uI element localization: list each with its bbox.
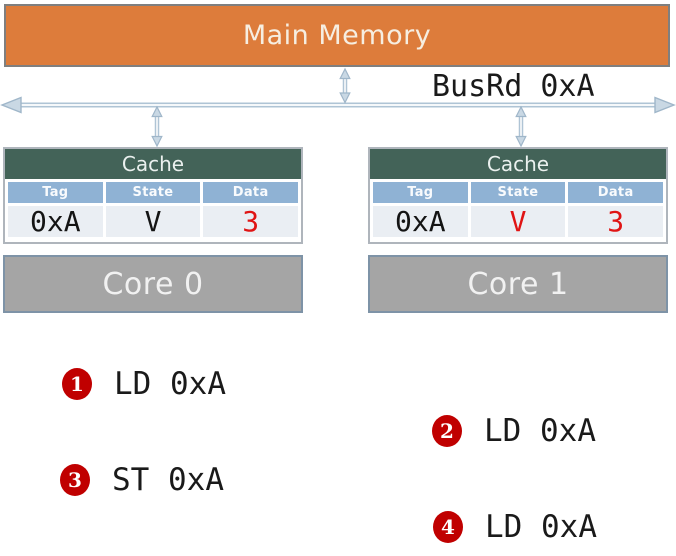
bus-arrow-left-icon	[0, 96, 22, 114]
operation-1-number-badge: 1	[62, 368, 92, 400]
cache1-value-row: 0xA V 3	[370, 205, 666, 240]
operation-2-text: LD 0xA	[484, 413, 596, 449]
operation-3: 3 ST 0xA	[60, 462, 224, 498]
cache0-connector-up-arrow-icon	[151, 105, 163, 118]
operation-1-text: LD 0xA	[114, 366, 226, 402]
cache1-title: Cache	[370, 149, 666, 179]
cache1-col-state: State	[470, 182, 566, 203]
cache0-tag-value: 0xA	[8, 205, 103, 238]
memory-connector-down-arrow-icon	[339, 92, 351, 104]
cache0-table: Cache Tag State Data 0xA V 3	[3, 147, 303, 244]
cache0-state-value: V	[105, 205, 201, 238]
main-memory-label: Main Memory	[242, 20, 432, 51]
bus-arrow-right-icon	[654, 96, 676, 114]
cache1-data-value: 3	[568, 205, 663, 238]
cache0-value-row: 0xA V 3	[5, 205, 301, 240]
core0-label: Core 0	[102, 266, 204, 302]
cache1-connector-down-arrow-icon	[515, 135, 527, 148]
operation-3-text: ST 0xA	[112, 462, 224, 498]
operation-1: 1 LD 0xA	[62, 366, 226, 402]
operation-4: 4 LD 0xA	[433, 509, 597, 545]
operation-2-number-badge: 2	[432, 415, 462, 447]
core0-box: Core 0	[3, 255, 303, 313]
cache0-title: Cache	[5, 149, 301, 179]
operation-2: 2 LD 0xA	[432, 413, 596, 449]
cache1-header-row: Tag State Data	[370, 179, 666, 206]
memory-connector-up-arrow-icon	[339, 67, 351, 80]
main-memory-box: Main Memory	[4, 4, 670, 67]
cache0-header-row: Tag State Data	[5, 179, 301, 206]
cache1-col-tag: Tag	[373, 182, 468, 203]
core1-label: Core 1	[467, 266, 569, 302]
operation-3-number-badge: 3	[60, 464, 90, 496]
operation-4-number-badge: 4	[433, 511, 463, 543]
cache0-col-data: Data	[203, 182, 298, 203]
cache1-state-value: V	[470, 205, 566, 238]
cache1-table: Cache Tag State Data 0xA V 3	[368, 147, 668, 244]
cache1-connector-up-arrow-icon	[515, 105, 527, 118]
cache1-tag-value: 0xA	[373, 205, 468, 238]
cache0-connector-down-arrow-icon	[151, 135, 163, 148]
cache0-col-tag: Tag	[8, 182, 103, 203]
cache0-data-value: 3	[203, 205, 298, 238]
operation-4-text: LD 0xA	[485, 509, 597, 545]
cache0-col-state: State	[105, 182, 201, 203]
bus-transaction-label: BusRd 0xA	[432, 69, 595, 104]
core1-box: Core 1	[368, 255, 668, 313]
cache1-col-data: Data	[568, 182, 663, 203]
